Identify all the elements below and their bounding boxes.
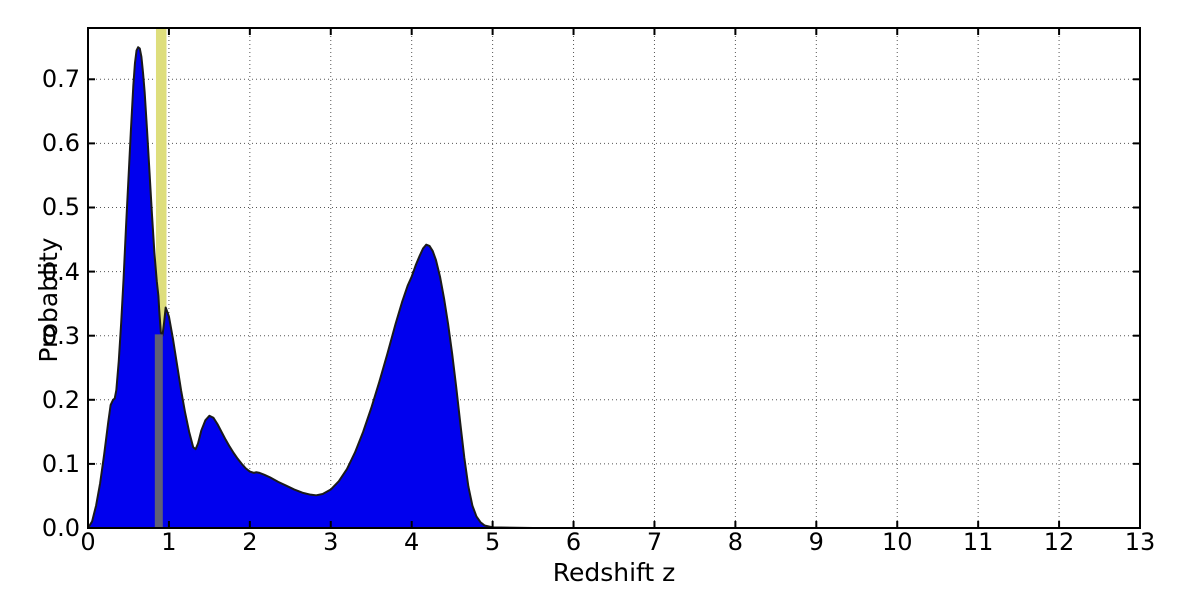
series-layer bbox=[88, 46, 1140, 528]
series-area bbox=[88, 47, 1140, 528]
x-tick-label: 7 bbox=[646, 528, 663, 556]
x-tick-label: 8 bbox=[727, 528, 744, 556]
x-tick-label: 4 bbox=[404, 528, 420, 556]
x-axis-title: Redshift z bbox=[552, 558, 676, 587]
plot-frame bbox=[87, 27, 1141, 529]
y-tick-label: 0.7 bbox=[41, 65, 80, 94]
x-tick-label: 13 bbox=[1124, 528, 1156, 556]
series-outline bbox=[88, 46, 1140, 528]
x-tick-label: 11 bbox=[962, 528, 994, 556]
x-tick-label: 9 bbox=[808, 528, 824, 556]
y-tick-label: 0.2 bbox=[41, 385, 80, 414]
y-tick-label: 0.0 bbox=[41, 514, 80, 542]
x-tick-label: 10 bbox=[881, 528, 913, 556]
x-tick-label: 12 bbox=[1043, 528, 1075, 556]
spectroscopic-redshift-band bbox=[155, 28, 167, 528]
y-tick-label: 0.1 bbox=[41, 449, 80, 478]
x-tick-label: 6 bbox=[565, 528, 582, 556]
x-tick-label: 5 bbox=[484, 528, 501, 556]
y-axis-title: Probablity bbox=[33, 237, 63, 363]
annotations-layer bbox=[155, 28, 167, 528]
y-tick-label: 0.4 bbox=[41, 257, 80, 286]
y-tick-label: 0.3 bbox=[41, 321, 80, 350]
x-axis-tick-labels: 0 1 2 3 4 5 6 7 8 9 10 11 12 13 bbox=[0, 528, 1200, 568]
y-axis-tick-labels: 0.0 0.1 0.2 0.3 0.4 0.5 0.6 0.7 bbox=[0, 0, 80, 600]
x-tick-label: 0 bbox=[80, 528, 96, 556]
y-tick-label: 0.6 bbox=[41, 129, 80, 158]
x-tick-label: 2 bbox=[242, 528, 258, 556]
plot-background bbox=[88, 28, 1140, 528]
y-tick-label: 0.5 bbox=[41, 193, 80, 222]
x-tick-label: 3 bbox=[323, 528, 339, 556]
x-tick-label: 1 bbox=[161, 528, 177, 556]
